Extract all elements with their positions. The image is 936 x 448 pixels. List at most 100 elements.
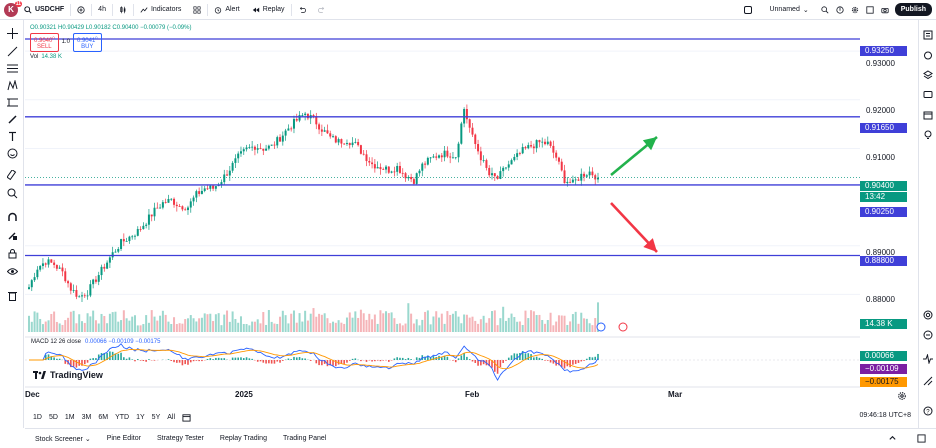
replay-button[interactable]: Replay — [246, 0, 291, 20]
candle-body — [451, 157, 454, 159]
interval-button[interactable]: 4h — [92, 0, 112, 20]
macd-histogram-bar — [259, 360, 262, 362]
volume-bar — [463, 314, 466, 332]
candle-body — [306, 113, 309, 119]
candle-body — [237, 153, 240, 159]
pencil-lock-icon[interactable] — [7, 230, 18, 241]
calendar-icon[interactable] — [923, 110, 933, 120]
volume-bar — [239, 316, 242, 332]
alerts-icon[interactable] — [923, 50, 933, 60]
candle-body — [39, 266, 42, 270]
maximize-panel-icon[interactable] — [917, 434, 926, 443]
sell-price: 0.9040 — [34, 37, 53, 44]
price-chart-svg[interactable] — [25, 20, 860, 400]
chat-icon[interactable] — [923, 90, 933, 100]
candle-body — [295, 119, 298, 121]
lock-icon[interactable] — [7, 248, 18, 259]
range-button[interactable]: 5Y — [151, 413, 161, 421]
zoom-in-icon[interactable] — [7, 188, 18, 199]
indicators-button[interactable]: Indicators — [134, 0, 187, 20]
buy-button[interactable]: 0.90410 BUY — [72, 32, 102, 52]
magnet-icon[interactable] — [7, 212, 18, 223]
object-tree-icon[interactable] — [923, 70, 933, 80]
volume-bar — [499, 318, 502, 332]
range-button[interactable]: 1M — [64, 413, 75, 421]
volume-bar — [253, 321, 256, 332]
chart-pane[interactable] — [25, 20, 860, 400]
candle-body — [161, 202, 164, 208]
volume-bar — [122, 310, 125, 332]
symbol-search-button[interactable]: USDCHF — [18, 0, 70, 20]
macd-histogram-bar — [533, 357, 535, 360]
time-axis[interactable]: Dec 2025 Feb Mar — [25, 388, 860, 400]
eye-icon[interactable] — [7, 266, 18, 277]
range-button[interactable]: 5D — [48, 413, 58, 421]
collapse-panel-icon[interactable] — [888, 434, 897, 443]
range-button[interactable]: 1Y — [136, 413, 145, 421]
range-button[interactable]: 6M — [98, 413, 109, 421]
fib-icon[interactable] — [7, 97, 18, 108]
watchlist-icon[interactable] — [923, 30, 933, 40]
compare-symbol-button[interactable] — [71, 0, 91, 20]
alert-button[interactable]: Alert — [208, 0, 245, 20]
ideas-icon[interactable] — [923, 130, 933, 140]
tab-pine-editor[interactable]: Pine Editor — [106, 435, 141, 442]
settings-gear-icon[interactable] — [851, 6, 859, 14]
emoji-icon[interactable] — [7, 148, 18, 159]
candle-body — [524, 147, 527, 149]
tab-trading-panel[interactable]: Trading Panel — [282, 435, 327, 442]
hotlist-icon[interactable] — [923, 330, 933, 340]
help-icon[interactable]: ? — [923, 406, 933, 416]
crosshair-icon[interactable] — [7, 28, 18, 39]
goto-date-calendar-icon[interactable] — [182, 413, 191, 422]
range-button[interactable]: YTD — [115, 413, 130, 421]
candle-body — [518, 153, 521, 154]
macd-histogram-bar — [360, 360, 362, 362]
macd-histogram-bar — [446, 356, 449, 360]
horizontal-lines-icon[interactable] — [7, 63, 18, 74]
macd-histogram-bar — [580, 360, 583, 362]
volume-bar — [407, 303, 410, 332]
tab-replay-trading[interactable]: Replay Trading — [219, 435, 267, 442]
brush-icon[interactable] — [7, 114, 18, 125]
text-tool-icon[interactable] — [7, 131, 18, 142]
tab-strategy-tester[interactable]: Strategy Tester — [156, 435, 204, 442]
candle-body — [33, 277, 36, 281]
range-button[interactable]: 3M — [81, 413, 92, 421]
range-button[interactable]: All — [167, 413, 176, 421]
publish-button[interactable]: Publish — [894, 3, 932, 16]
undo-button[interactable] — [292, 0, 312, 20]
fullscreen-icon[interactable] — [866, 5, 874, 14]
target-icon[interactable] — [923, 310, 933, 320]
pulse-icon[interactable] — [923, 354, 933, 364]
macd-histogram-bar — [170, 360, 173, 361]
templates-button[interactable] — [187, 0, 207, 20]
trash-icon[interactable] — [7, 290, 18, 301]
ruler-icon[interactable] — [7, 170, 18, 181]
price-axis[interactable]: 0.93000 0.92000 0.91000 0.89000 0.88000 … — [860, 20, 918, 400]
volume-bar — [178, 323, 181, 332]
camera-icon[interactable] — [881, 6, 889, 14]
macd-histogram-bar — [574, 360, 577, 364]
pattern-icon[interactable] — [7, 80, 18, 91]
volume-bar — [36, 312, 39, 332]
chart-type-button[interactable] — [113, 0, 133, 20]
redo-button[interactable] — [312, 0, 332, 20]
range-button[interactable]: 1D — [33, 413, 42, 421]
axis-settings-gear-icon[interactable] — [897, 391, 907, 401]
candle-body — [41, 263, 44, 267]
tab-stock-screener[interactable]: Stock Screener ⌄ — [35, 435, 91, 443]
user-avatar[interactable]: K 11 — [4, 0, 22, 17]
layout-menu-button[interactable]: Unnamed ⌄ — [738, 0, 814, 20]
notification-badge: 11 — [14, 0, 22, 7]
volume-bar — [312, 308, 315, 332]
macd-histogram-bar — [198, 360, 200, 362]
sell-button[interactable]: 0.90400 SELL — [30, 32, 59, 52]
timezone-clock[interactable]: 09:46:18 UTC+8 — [859, 412, 911, 419]
quick-search-icon[interactable] — [821, 5, 829, 14]
trend-line-icon[interactable] — [7, 46, 18, 57]
macd-histogram-bar — [64, 360, 67, 364]
alert-manager-icon[interactable] — [836, 5, 844, 14]
signal-icon[interactable] — [923, 376, 933, 386]
divider — [132, 3, 134, 16]
